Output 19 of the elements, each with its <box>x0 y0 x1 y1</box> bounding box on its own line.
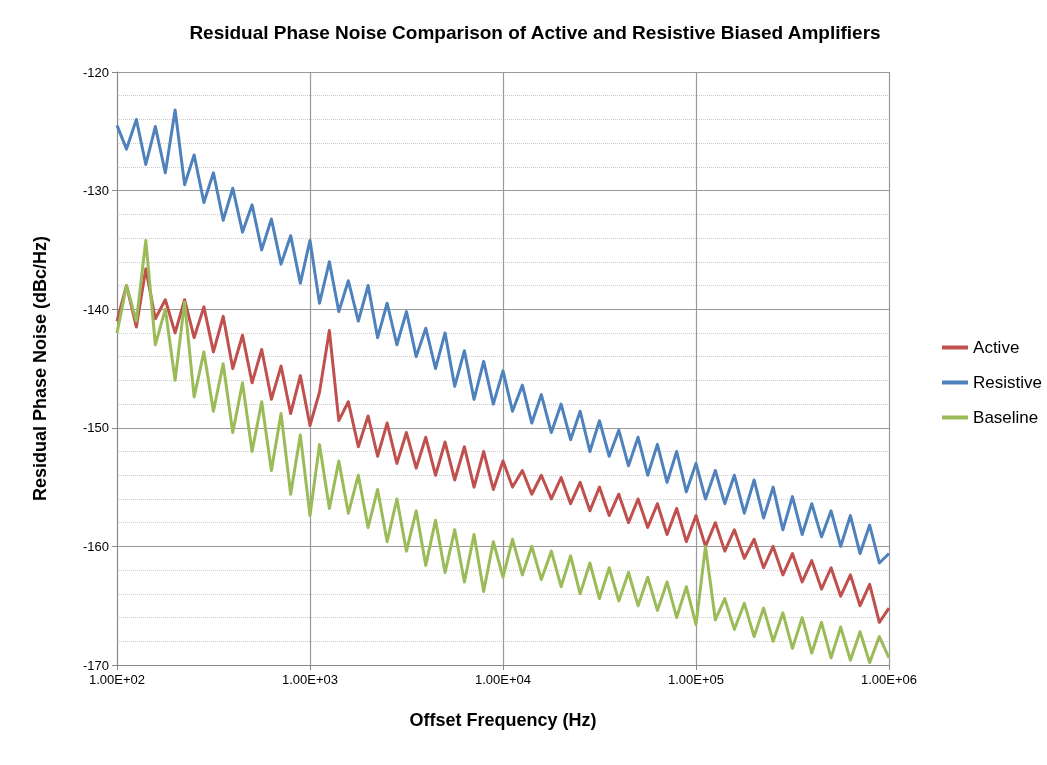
line-series <box>115 108 891 565</box>
legend-label: Active <box>973 338 1020 357</box>
y-tick-label: -170 <box>82 657 109 673</box>
chart-title: Residual Phase Noise Comparison of Active and Resistive Biased Amplifiers <box>189 22 881 43</box>
x-tick-label: 1.00E+05 <box>667 672 725 687</box>
y-tick-label: -130 <box>82 183 109 199</box>
y-axis-title: Residual Phase Noise (dBc/Hz) <box>30 235 50 502</box>
x-tick-label: 1.00E+04 <box>474 672 532 687</box>
y-tick-label: -160 <box>82 538 109 554</box>
x-tick-label: 1.00E+06 <box>860 672 918 687</box>
y-tick-label: -150 <box>82 420 109 436</box>
y-tick-label: -120 <box>82 64 109 80</box>
x-tick-label: 1.00E+02 <box>88 672 146 687</box>
legend-label: Baseline <box>973 408 1039 427</box>
legend-label: Resistive <box>973 373 1043 392</box>
line-series <box>115 267 891 624</box>
x-tick-label: 1.00E+03 <box>281 672 339 687</box>
y-tick-label: -140 <box>82 301 109 317</box>
x-axis-title: Offset Frequency (Hz) <box>409 710 597 730</box>
